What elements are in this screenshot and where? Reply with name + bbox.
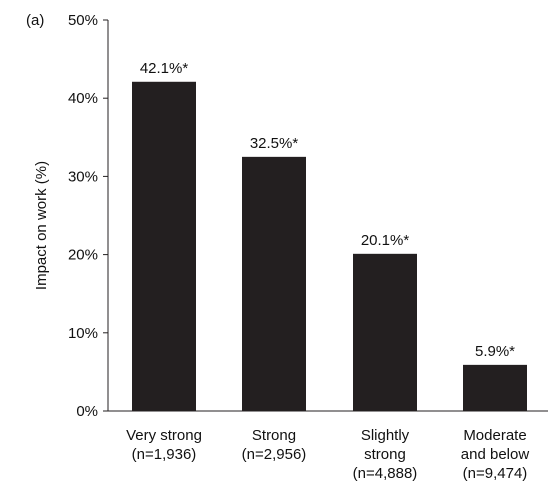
- y-tick-label: 30%: [68, 168, 98, 185]
- panel-label: (a): [26, 12, 44, 29]
- y-axis-label: Impact on work (%): [33, 161, 50, 290]
- category-label: (n=1,936): [132, 446, 197, 463]
- y-tick-label: 20%: [68, 247, 98, 264]
- data-label: 32.5%*: [250, 135, 299, 152]
- data-label: 5.9%*: [475, 343, 515, 360]
- y-tick-label: 0%: [76, 403, 98, 420]
- y-tick-label: 50%: [68, 12, 98, 29]
- category-label: (n=9,474): [463, 465, 528, 482]
- bar: [132, 81, 196, 411]
- bar: [242, 156, 306, 411]
- category-label: and below: [461, 446, 530, 463]
- category-label: Moderate: [463, 427, 526, 444]
- bars: [132, 81, 527, 411]
- category-label: strong: [364, 446, 406, 463]
- labels: 0% 10% 20% 30% 40% 50% (a) 42.1%* Very strong (n=…: [26, 12, 529, 482]
- bar: [463, 364, 527, 411]
- category-label: Very strong: [126, 427, 202, 444]
- category-label: (n=2,956): [242, 446, 307, 463]
- bar: [353, 253, 417, 411]
- category-label: (n=4,888): [353, 465, 418, 482]
- data-label: 20.1%*: [361, 232, 410, 249]
- y-tick-label: 10%: [68, 325, 98, 342]
- category-label: Slightly: [361, 427, 410, 444]
- category-label: Strong: [252, 427, 296, 444]
- y-tick-label: 40%: [68, 90, 98, 107]
- data-label: 42.1%*: [140, 60, 189, 77]
